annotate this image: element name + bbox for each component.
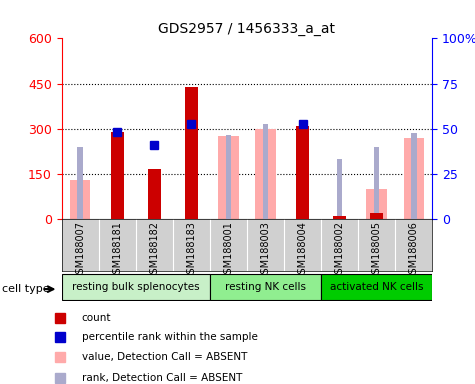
Bar [185,86,198,219]
Text: percentile rank within the sample: percentile rank within the sample [82,332,257,342]
Text: GSM188003: GSM188003 [260,222,271,280]
Bar [333,216,346,219]
Text: activated NK cells: activated NK cells [330,282,423,292]
Bar [111,132,124,219]
Bar [77,147,83,219]
Bar [218,136,238,219]
Text: value, Detection Call = ABSENT: value, Detection Call = ABSENT [82,352,247,362]
Bar [70,180,90,219]
Bar [370,213,383,219]
Text: resting bulk splenocytes: resting bulk splenocytes [72,282,200,292]
Text: resting NK cells: resting NK cells [225,282,306,292]
Bar [411,133,417,219]
Bar [296,126,309,219]
Text: GSM188004: GSM188004 [297,222,308,280]
Title: GDS2957 / 1456333_a_at: GDS2957 / 1456333_a_at [159,22,335,36]
FancyBboxPatch shape [321,274,432,300]
FancyBboxPatch shape [210,274,321,300]
Text: GSM188006: GSM188006 [408,222,419,280]
Bar [367,189,387,219]
FancyBboxPatch shape [62,274,210,300]
Bar [404,138,424,219]
Bar [226,135,231,219]
Bar [263,124,268,219]
Text: GSM188005: GSM188005 [371,222,382,280]
Text: GSM188181: GSM188181 [112,222,123,280]
Text: rank, Detection Call = ABSENT: rank, Detection Call = ABSENT [82,372,242,382]
Bar [256,129,276,219]
Text: cell type: cell type [2,284,50,294]
Bar [337,159,342,219]
Text: GSM188183: GSM188183 [186,222,197,280]
Text: GSM188002: GSM188002 [334,222,345,280]
Text: GSM188182: GSM188182 [149,222,160,280]
Text: count: count [82,313,111,323]
Text: GSM188007: GSM188007 [75,222,86,280]
Bar [374,147,380,219]
Text: GSM188001: GSM188001 [223,222,234,280]
Bar [148,169,161,219]
